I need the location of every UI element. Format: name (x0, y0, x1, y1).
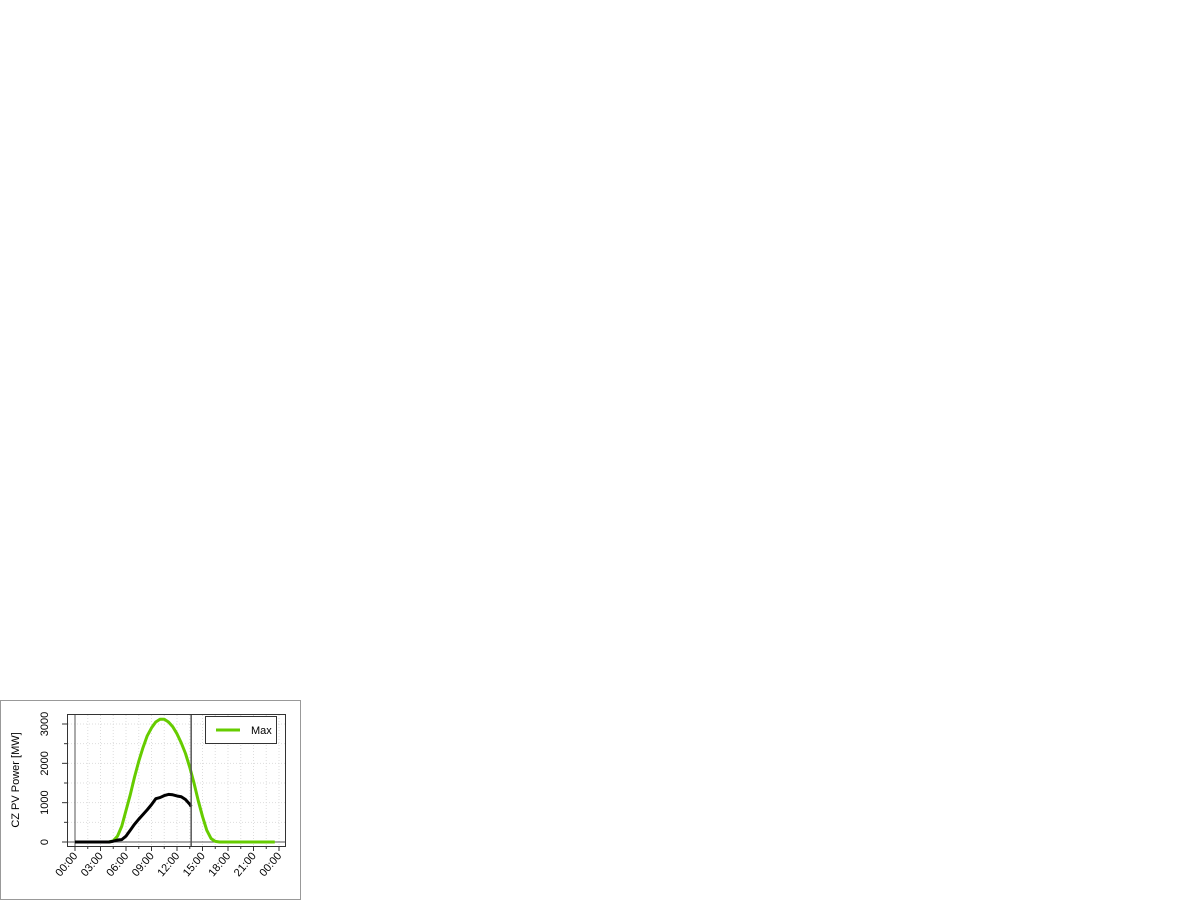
series-line-actual (75, 792, 193, 844)
y-tick-label: 1000 (39, 790, 51, 814)
series-layer (75, 715, 275, 846)
y-tick-label: 3000 (39, 712, 51, 736)
plot-box (67, 714, 286, 847)
legend: Max (205, 716, 277, 744)
y-tick-label: 0 (39, 839, 51, 845)
legend-box (205, 716, 277, 744)
series-line-max (75, 717, 275, 844)
y-tick-label: 2000 (39, 751, 51, 775)
y-axis-label: CZ PV Power [MW] (10, 732, 22, 827)
legend-label-max: Max (251, 725, 272, 737)
